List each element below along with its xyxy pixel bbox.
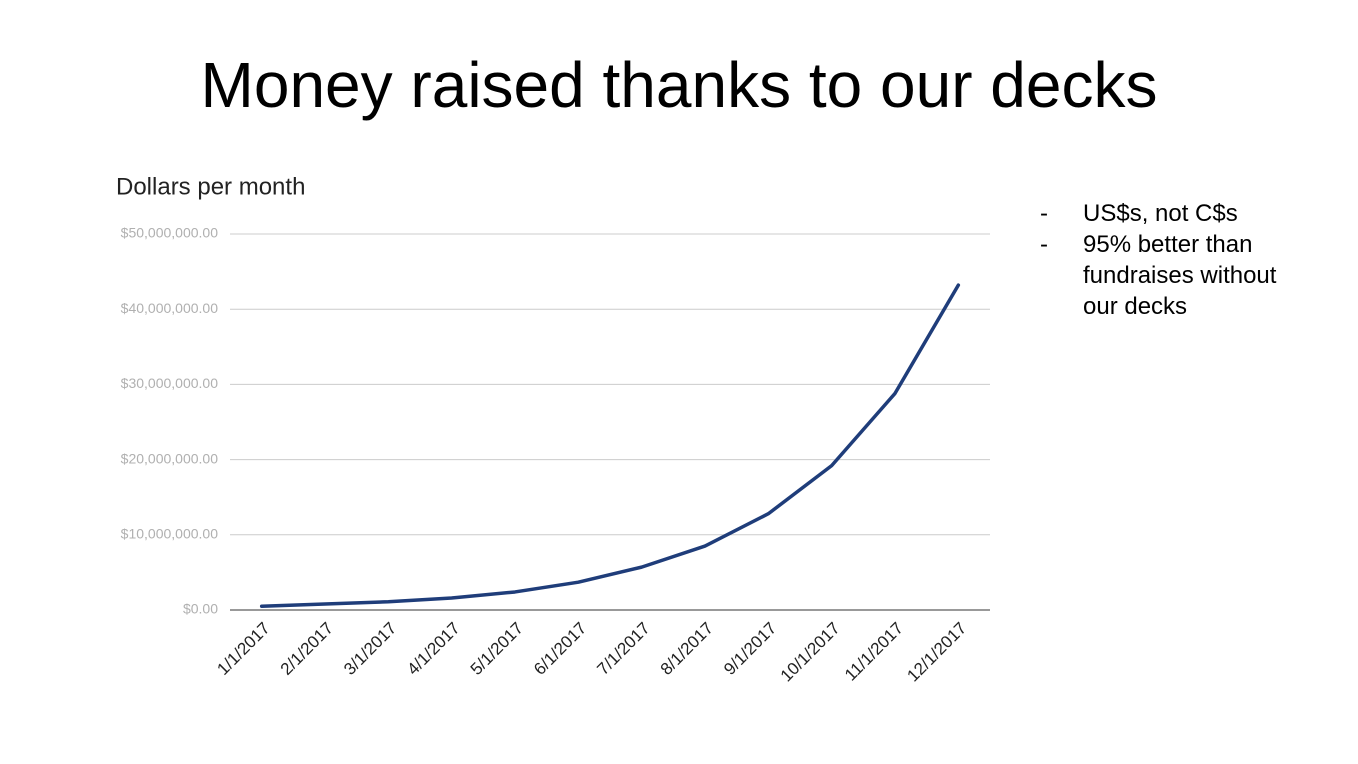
y-tick-label: $30,000,000.00: [121, 375, 219, 391]
x-tick-label: 8/1/2017: [657, 619, 717, 679]
x-tick-label: 6/1/2017: [530, 619, 590, 679]
x-tick-label: 12/1/2017: [903, 619, 970, 686]
y-tick-label: $50,000,000.00: [121, 225, 219, 241]
chart-subtitle: Dollars per month: [116, 173, 305, 200]
note: US$s, not C$s: [1036, 198, 1306, 229]
x-tick-label: 7/1/2017: [593, 619, 653, 679]
y-tick-label: $10,000,000.00: [121, 526, 219, 542]
x-tick-label: 4/1/2017: [403, 619, 463, 679]
x-tick-label: 9/1/2017: [720, 619, 780, 679]
y-tick-label: $20,000,000.00: [121, 450, 219, 466]
x-tick-label: 2/1/2017: [277, 619, 337, 679]
x-tick-label: 1/1/2017: [213, 619, 273, 679]
x-tick-label: 10/1/2017: [777, 619, 844, 686]
notes: US$s, not C$s 95% better than fundraises…: [1036, 198, 1306, 322]
x-tick-label: 5/1/2017: [467, 619, 527, 679]
line: [259, 283, 961, 608]
y-tick-label: $40,000,000.00: [121, 300, 219, 316]
slide-title: Money raised thanks to our decks: [201, 49, 1158, 121]
x-tick-label: 11/1/2017: [841, 619, 907, 685]
x-tick-label: 3/1/2017: [340, 619, 400, 679]
y-tick-label: $0.00: [183, 601, 218, 617]
note: 95% better than fundraises without our d…: [1036, 229, 1306, 322]
